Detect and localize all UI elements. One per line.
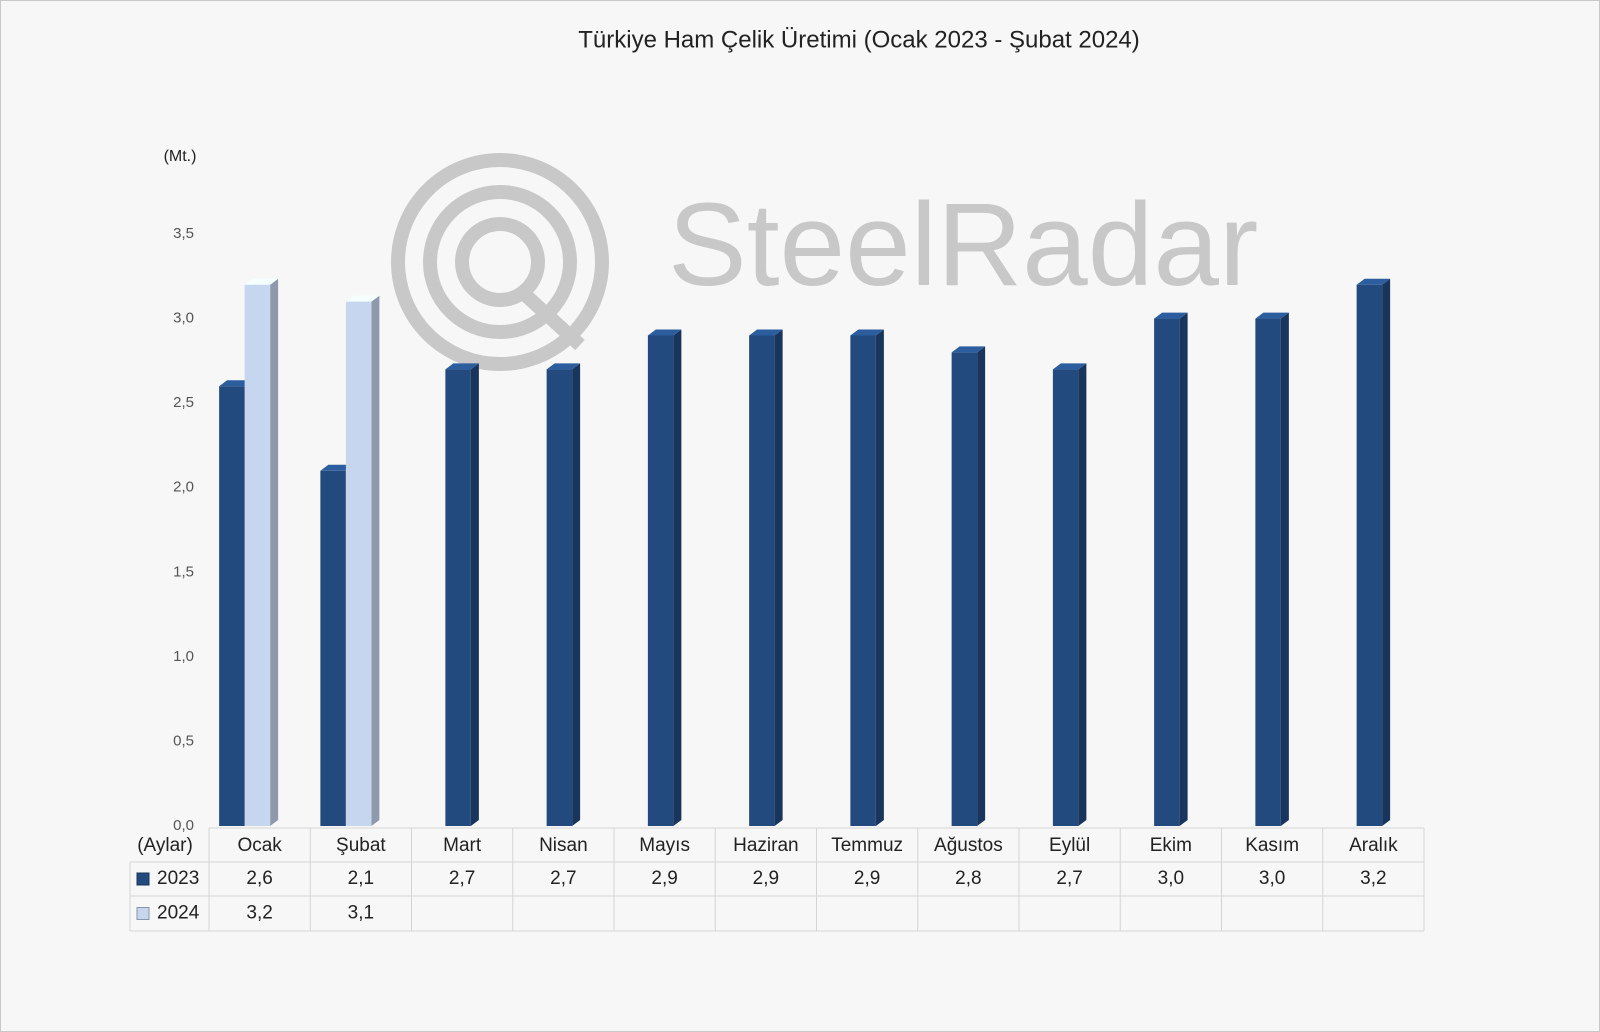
bar-top [1255, 312, 1289, 319]
bar-top [951, 346, 986, 353]
bar [749, 335, 775, 826]
value-label: 3,0 [1158, 868, 1184, 889]
bar-side [1179, 312, 1188, 827]
bar-top [1052, 363, 1087, 370]
value-label: 2,7 [550, 868, 576, 889]
value-label: 2,6 [246, 868, 272, 889]
y-tick-label: 2,0 [173, 479, 194, 496]
bar [1356, 284, 1383, 826]
bar [647, 335, 674, 826]
bar-top [546, 363, 581, 370]
x-tick-label: Aralık [1349, 835, 1398, 856]
bar-top [647, 329, 682, 336]
bar [546, 369, 573, 826]
value-label: 2,9 [651, 868, 677, 889]
value-label: 2,7 [449, 868, 475, 889]
bar [850, 335, 876, 826]
x-tick-label: Ağustos [934, 835, 1003, 856]
bar-top [320, 464, 354, 471]
bar [1052, 369, 1079, 826]
value-label: 2,7 [1056, 868, 1082, 889]
bar [219, 386, 245, 826]
bar [1255, 318, 1281, 826]
bar [1154, 318, 1180, 826]
x-tick-label: Mart [443, 835, 482, 856]
bar [445, 369, 471, 826]
y-tick-label: 0,0 [173, 817, 194, 834]
x-tick-label: Mayıs [639, 835, 690, 856]
value-label: 2,9 [753, 868, 779, 889]
bar-side [1078, 363, 1087, 826]
legend-swatch [136, 907, 150, 920]
bar-side [470, 363, 479, 826]
bar-side [572, 363, 581, 826]
x-tick-label: Ekim [1150, 835, 1192, 856]
x-tick-label: Nisan [539, 835, 588, 856]
bar-top [219, 380, 253, 387]
bar-top [1356, 278, 1391, 285]
bar-side [1382, 278, 1391, 826]
bar-top [244, 278, 279, 285]
value-label: 3,0 [1259, 868, 1285, 889]
y-tick-label: 3,5 [173, 225, 194, 242]
watermark: SteelRadar [668, 179, 1258, 311]
legend-swatch [136, 872, 150, 886]
y-tick-label: 2,5 [173, 394, 194, 411]
value-label: 3,2 [1360, 868, 1386, 889]
bar-top [1154, 312, 1188, 319]
bar [345, 301, 372, 827]
bar-side [774, 329, 783, 826]
x-tick-label: Temmuz [831, 835, 903, 856]
x-label: (Aylar) [137, 835, 193, 856]
bar [244, 284, 271, 826]
bar [951, 352, 978, 826]
bar-side [673, 329, 682, 826]
x-tick-label: Kasım [1245, 835, 1299, 856]
bar-side [371, 295, 380, 827]
bar-top [345, 295, 380, 302]
bar-side [875, 329, 884, 826]
bar-top [850, 329, 884, 336]
value-label: 3,1 [348, 903, 374, 924]
y-tick-label: 1,5 [173, 563, 194, 580]
bar [320, 470, 346, 826]
value-label: 2,1 [348, 868, 374, 889]
bar-side [270, 278, 279, 826]
watermark-logo [391, 153, 609, 371]
legend-label: 2023 [157, 868, 199, 889]
chart-title: Türkiye Ham Çelik Üretimi (Ocak 2023 - Ş… [578, 26, 1140, 53]
bar-top [749, 329, 783, 336]
value-label: 2,8 [955, 868, 981, 889]
x-tick-label: Haziran [733, 835, 798, 856]
x-tick-label: Şubat [336, 835, 386, 856]
bar-top [445, 363, 479, 370]
x-tick-label: Eylül [1049, 835, 1090, 856]
y-tick-label: 0,5 [173, 732, 194, 749]
y-unit: (Mt.) [164, 148, 197, 165]
bar-side [977, 346, 986, 826]
y-tick-label: 3,0 [173, 310, 194, 327]
value-label: 2,9 [854, 868, 880, 889]
value-label: 3,2 [246, 903, 272, 924]
y-tick-label: 1,0 [173, 648, 194, 665]
bar-side [1280, 312, 1289, 827]
x-tick-label: Ocak [237, 835, 282, 856]
legend-label: 2024 [157, 903, 200, 924]
